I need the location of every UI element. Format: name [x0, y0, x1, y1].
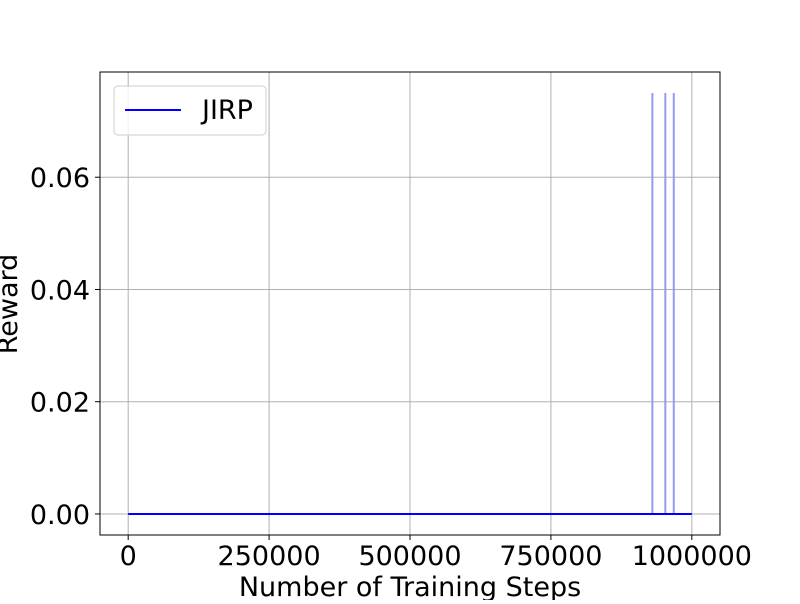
x-tick-label: 500000 [358, 541, 461, 572]
y-tick-label: 0.06 [30, 163, 90, 194]
y-tick-label: 0.04 [30, 275, 90, 306]
legend-box [113, 85, 267, 136]
x-tick-label: 750000 [499, 541, 602, 572]
x-tick-label: 1000000 [632, 541, 752, 572]
grid [100, 72, 720, 535]
x-axis-label: Number of Training Steps [239, 572, 581, 600]
series-layer [128, 93, 692, 515]
x-tick-label: 250000 [218, 541, 321, 572]
legend-label-jirp: JIRP [200, 95, 253, 126]
y-axis-label: Reward [0, 254, 24, 355]
y-tick-label: 0.02 [30, 388, 90, 419]
y-tick-label: 0.00 [30, 500, 90, 531]
x-tick-label: 0 [120, 541, 137, 572]
ticks: 0 250000 500000 750000 1000000 0.00 0.02 0.04 0.… [30, 163, 752, 572]
legend: JIRP [113, 85, 267, 136]
